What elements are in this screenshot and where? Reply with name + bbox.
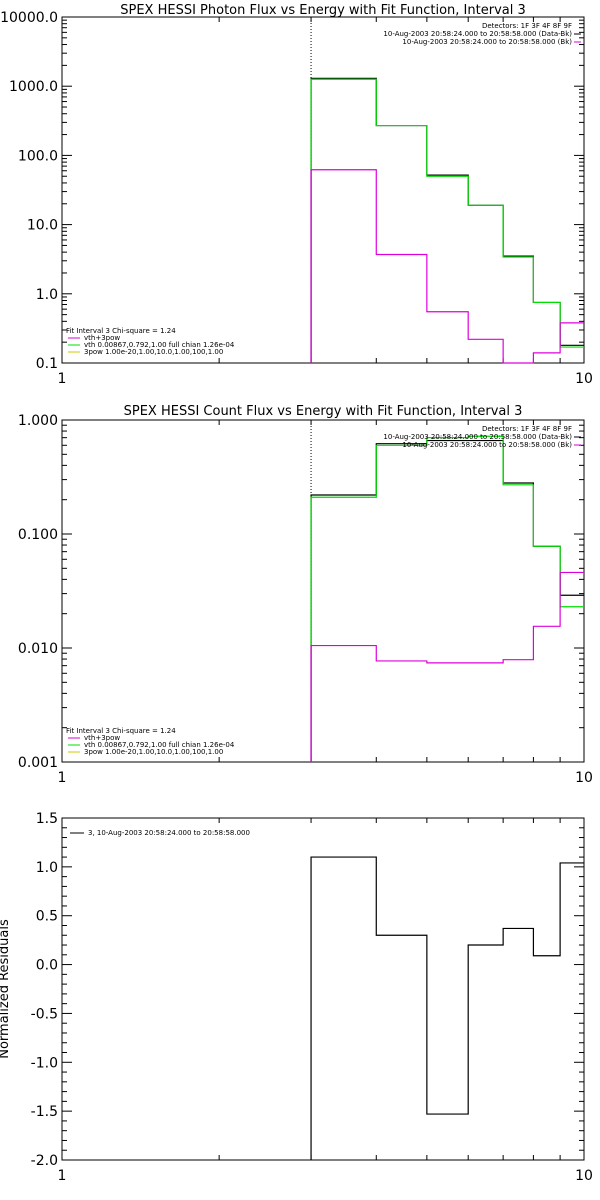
plot-frame [61,817,585,1161]
background-histogram [310,571,584,762]
chart-title: SPEX HESSI Photon Flux vs Energy with Fi… [120,3,526,18]
legend-top-entry: 3, 10-Aug-2003 20:58:24.000 to 20:58:58.… [88,829,250,837]
legend-bottom-entry: 3pow 1.00e-20,1.00,10.0,1.00,100,1.00 [84,348,223,356]
y-tick-label: 1.000 [18,413,58,429]
y-tick-label: 0.0 [36,958,58,974]
fit-info-text: Fit Interval 3 Chi-square = 1.24 [66,327,176,335]
plot-frame [61,16,585,364]
x-tick-label: 10 [575,371,593,387]
y-tick-label: 0.5 [36,909,58,925]
fit-histogram [310,435,584,762]
x-tick-label: 1 [58,770,67,786]
legend-top-entry: Detectors: 1F 3F 4F 8F 9F [482,22,572,30]
plot-frame [61,419,585,763]
y-tick-label: 0.001 [18,755,58,771]
data-histogram [310,77,584,363]
y-tick-label: 10000.0 [0,10,58,26]
y-tick-label: 1.0 [36,287,58,303]
legend-bottom-entry: 3pow 1.00e-20,1.00,10.0,1.00,100,1.00 [84,748,223,756]
legend-bottom-entry: vth 0.00867,0.792,1.00 full chian 1.26e-… [84,341,235,349]
fit-histogram [310,78,584,363]
x-tick-label: 1 [58,371,67,387]
y-tick-label: 0.010 [18,641,58,657]
y-axis-label: Normalized Residuals [0,919,12,1059]
y-tick-label: 0.1 [36,356,58,372]
y-tick-label: 0.100 [18,527,58,543]
y-tick-label: 1000.0 [9,79,58,95]
y-tick-label: 10.0 [27,218,58,234]
y-tick-label: 1.5 [36,811,58,827]
legend-top-entry: 10-Aug-2003 20:58:24.000 to 20:58:58.000… [383,30,572,38]
chart-panel-2: SPEX HESSI Count Flux vs Energy with Fit… [18,404,593,786]
chart-panel-3: Normalized Residuals 1 10 -2.0 -1.5 -1.0 -0.5 0… [0,811,593,1184]
y-tick-label: -1.0 [31,1055,58,1071]
legend-bottom-entry: vth 0.00867,0.792,1.00 full chian 1.26e-… [84,741,235,749]
y-tick-label: -2.0 [31,1153,58,1169]
y-tick-label: 1.0 [36,860,58,876]
y-tick-label: 100.0 [18,148,58,164]
legend-top-entry: 10-Aug-2003 20:58:24.000 to 20:58:58.000… [402,441,572,449]
data-histogram [310,856,584,1160]
legend-top-entry: 10-Aug-2003 20:58:24.000 to 20:58:58.000… [383,433,572,441]
chart-panel-1: SPEX HESSI Photon Flux vs Energy with Fi… [0,3,593,387]
x-tick-label: 10 [575,1168,593,1184]
legend-top-entry: Detectors: 1F 3F 4F 8F 9F [482,425,572,433]
data-histogram [310,439,584,762]
chart-title: SPEX HESSI Count Flux vs Energy with Fit… [124,404,523,419]
legend-top-entry: 10-Aug-2003 20:58:24.000 to 20:58:58.000… [402,38,572,46]
legend-bottom-entry: vth+3pow [84,334,120,342]
fit-info-text: Fit Interval 3 Chi-square = 1.24 [66,727,176,735]
legend-bottom-entry: vth+3pow [84,734,120,742]
y-tick-label: -1.5 [31,1104,58,1120]
y-tick-label: -0.5 [31,1006,58,1022]
background-histogram [310,169,584,364]
x-tick-label: 1 [58,1168,67,1184]
x-tick-label: 10 [575,770,593,786]
